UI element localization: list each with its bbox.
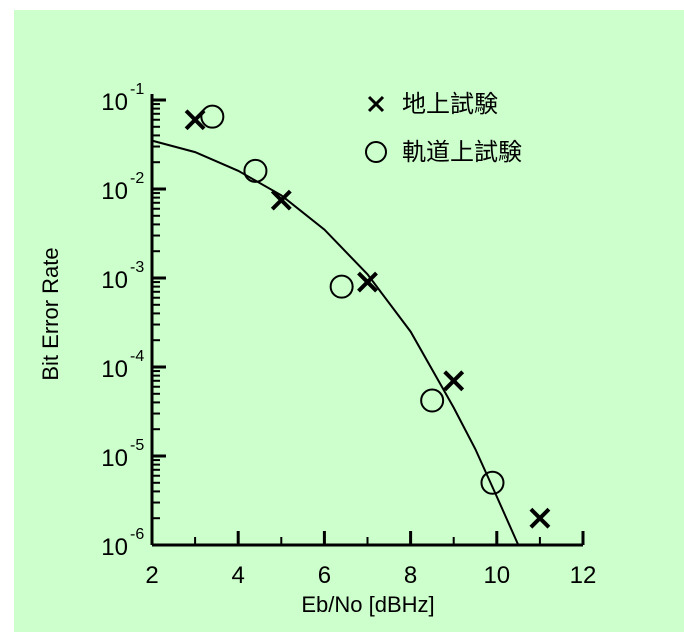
- orbit-test-point: [420, 388, 445, 413]
- x-tick-label: 10: [483, 562, 510, 589]
- legend-x-symbol: [367, 95, 385, 113]
- y-tick-label: 10: [101, 445, 128, 472]
- x-tick-label: 12: [570, 562, 597, 589]
- legend-marker-circle: [365, 141, 387, 163]
- y-tick-exponent: -2: [130, 170, 144, 187]
- legend-circle-symbol: [365, 141, 387, 163]
- y-axis-label: Bit Error Rate: [38, 247, 63, 380]
- theory-curve: [151, 139, 520, 546]
- legend: 地上試験 軌道上試験: [365, 91, 522, 166]
- x-tick-label: 8: [404, 562, 417, 589]
- orbit-test-point: [480, 470, 505, 495]
- x-axis-label: Eb/No [dBHz]: [301, 592, 434, 617]
- tick-labels: 10 -610 -510 -410 -310 -210 -12 4 6 8 10 12: [101, 81, 596, 589]
- y-tick-label: 10: [101, 534, 128, 561]
- legend-marker-x: [367, 95, 385, 113]
- x-tick-label: 2: [145, 562, 158, 589]
- ground-test-point: [357, 271, 378, 293]
- legend-label-orbit-test: 軌道上試験: [402, 139, 522, 166]
- y-tick-exponent: -6: [130, 526, 144, 543]
- y-tick-label: 10: [101, 267, 128, 294]
- ground-test-point: [529, 507, 551, 529]
- x-stroke: [270, 189, 292, 211]
- y-tick-label: 10: [101, 356, 128, 383]
- y-tick-label: 10: [101, 178, 128, 205]
- orbit-test-point: [243, 158, 268, 183]
- x-stroke: [357, 271, 378, 293]
- y-tick-exponent: -5: [130, 437, 144, 454]
- chart-background: [14, 10, 684, 632]
- orbit-test-point: [200, 104, 225, 129]
- x-stroke: [443, 370, 465, 392]
- y-tick-label: 10: [101, 89, 128, 116]
- data-marks: [184, 104, 551, 529]
- x-tick-label: 4: [232, 562, 245, 589]
- legend-label-ground-test: 地上試験: [402, 91, 498, 118]
- ground-test-point: [270, 189, 292, 211]
- y-tick-exponent: -3: [130, 259, 144, 276]
- orbit-test-point: [329, 274, 354, 299]
- x-stroke: [367, 95, 385, 113]
- y-tick-exponent: -1: [130, 81, 144, 98]
- axes: [150, 94, 585, 547]
- y-tick-exponent: -4: [130, 348, 144, 365]
- x-tick-label: 6: [318, 562, 331, 589]
- ground-test-point: [443, 370, 465, 392]
- theory-curve-layer: [151, 139, 520, 546]
- x-stroke: [529, 507, 551, 529]
